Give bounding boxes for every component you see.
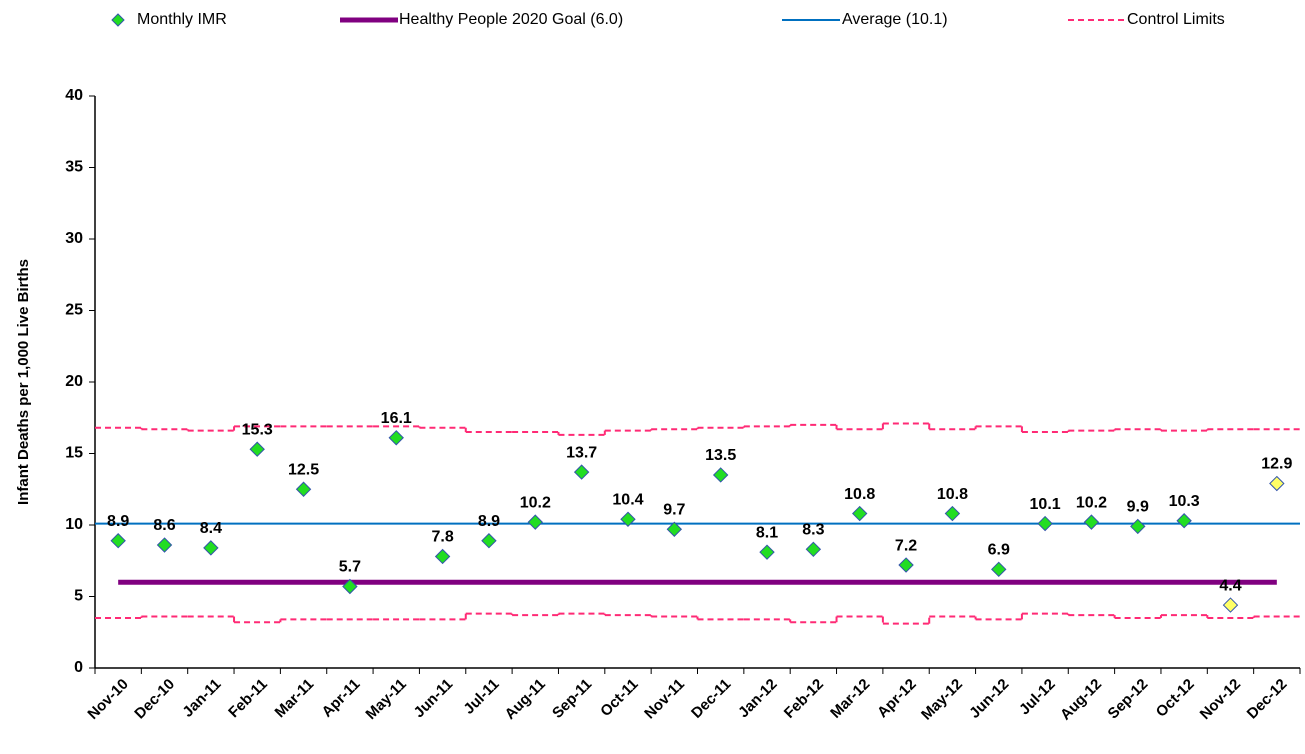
- x-tick-label: Dec-11: [688, 676, 734, 722]
- data-point: [1269, 475, 1285, 492]
- y-axis-title: Infant Deaths per 1,000 Live Births: [15, 259, 32, 505]
- data-label: 13.5: [705, 447, 736, 464]
- legend-label: Control Limits: [1127, 11, 1225, 28]
- x-tick-label: Dec-10: [131, 676, 178, 723]
- x-tick-label: Jun-12: [966, 676, 1012, 722]
- data-point: [388, 430, 404, 446]
- data-point: [852, 505, 868, 522]
- x-tick-label: Apr-11: [319, 676, 364, 721]
- data-label: 15.3: [242, 421, 273, 438]
- legend-label: Average (10.1): [842, 11, 948, 28]
- data-point: [110, 533, 126, 549]
- data-point: [573, 464, 590, 480]
- x-tick-label: Feb-12: [781, 676, 827, 722]
- data-label: 10.8: [937, 486, 968, 503]
- data-label: 10.4: [612, 491, 643, 508]
- data-label: 8.9: [478, 513, 500, 530]
- x-tick-label: Nov-10: [84, 676, 131, 723]
- data-point: [1222, 597, 1239, 613]
- x-tick-label: Apr-12: [874, 676, 920, 722]
- data-point: [434, 548, 451, 565]
- data-label: 13.7: [566, 444, 597, 461]
- data-label: 8.9: [107, 513, 129, 530]
- data-point: [249, 441, 265, 457]
- data-point: [1130, 518, 1146, 535]
- data-point: [666, 521, 683, 537]
- data-label: 10.8: [844, 486, 875, 503]
- data-point: [481, 533, 497, 549]
- x-tick-label: Dec-12: [1244, 676, 1291, 723]
- data-label: 16.1: [381, 410, 412, 427]
- data-label: 8.4: [200, 520, 222, 537]
- data-label: 10.1: [1030, 496, 1061, 513]
- x-tick-label: Jul-12: [1016, 676, 1059, 719]
- data-label: 10.3: [1169, 493, 1200, 510]
- y-tick-label: 30: [65, 230, 83, 247]
- x-tick-label: Sep-11: [549, 676, 595, 722]
- data-label: 9.7: [663, 502, 685, 519]
- data-label: 10.2: [520, 494, 551, 511]
- x-tick-label: Aug-12: [1057, 676, 1105, 724]
- data-point: [759, 544, 775, 560]
- y-tick-label: 40: [65, 87, 83, 104]
- x-tick-label: Sep-12: [1105, 676, 1152, 723]
- x-tick-label: Mar-12: [827, 676, 873, 722]
- x-tick-label: May-11: [362, 676, 409, 723]
- data-point: [944, 505, 961, 522]
- data-label: 12.5: [288, 461, 319, 478]
- x-tick-label: Jan-11: [179, 676, 224, 721]
- data-point: [1176, 513, 1192, 529]
- y-tick-label: 15: [65, 445, 83, 462]
- x-tick-label: Oct-11: [597, 676, 641, 720]
- data-point: [527, 514, 543, 530]
- data-point: [342, 578, 358, 595]
- data-label: 8.3: [802, 522, 824, 539]
- x-tick-label: May-12: [918, 676, 966, 724]
- legend-marker: [111, 13, 125, 27]
- x-tick-label: Oct-12: [1153, 676, 1198, 721]
- x-tick-label: Jan-12: [735, 676, 781, 722]
- data-label: 12.9: [1261, 456, 1292, 473]
- data-label: 9.9: [1127, 499, 1149, 516]
- x-tick-label: Nov-12: [1197, 676, 1244, 723]
- data-point: [156, 537, 173, 553]
- data-label: 6.9: [988, 542, 1010, 559]
- y-tick-label: 35: [65, 159, 83, 176]
- x-tick-label: Jul-11: [460, 676, 502, 718]
- legend-label: Healthy People 2020 Goal (6.0): [399, 11, 623, 28]
- x-tick-label: Mar-11: [272, 676, 318, 722]
- data-label: 5.7: [339, 559, 361, 576]
- data-label: 8.1: [756, 524, 778, 541]
- data-point: [991, 561, 1007, 578]
- y-tick-label: 20: [65, 373, 83, 390]
- data-label: 7.8: [431, 529, 453, 546]
- data-point: [203, 540, 219, 556]
- legend-label: Monthly IMR: [137, 11, 227, 28]
- data-label: 10.2: [1076, 494, 1107, 511]
- data-point: [1083, 514, 1100, 530]
- y-tick-label: 0: [74, 659, 83, 676]
- data-label: 4.4: [1219, 577, 1241, 594]
- data-label: 8.6: [153, 517, 175, 534]
- data-point: [620, 511, 636, 527]
- x-tick-label: Aug-11: [502, 676, 549, 723]
- data-point: [712, 467, 729, 483]
- y-tick-label: 25: [65, 302, 83, 319]
- x-tick-label: Jun-11: [411, 676, 457, 722]
- y-tick-label: 10: [65, 516, 83, 533]
- data-point: [295, 481, 312, 497]
- data-point: [805, 541, 822, 558]
- y-tick-label: 5: [74, 588, 83, 605]
- data-point: [1037, 515, 1053, 532]
- data-point: [898, 557, 914, 573]
- data-label: 7.2: [895, 537, 917, 554]
- x-tick-label: Nov-11: [641, 676, 688, 723]
- x-tick-label: Feb-11: [225, 676, 271, 722]
